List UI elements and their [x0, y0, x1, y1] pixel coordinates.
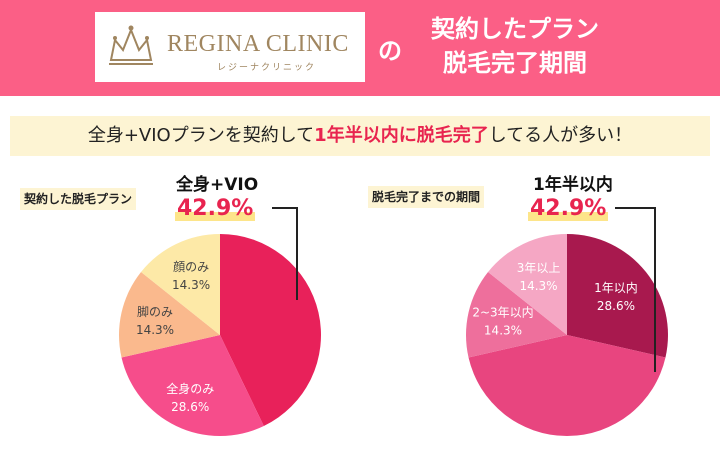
header-title-line2: 脱毛完了期間 — [443, 49, 587, 77]
header-band: REGINA CLINIC レジーナクリニック の 契約したプラン 脱毛完了期間 — [0, 0, 720, 96]
chart1-callout-label: 全身+VIO — [176, 175, 259, 195]
chart2-slice-2-value: 14.3% — [484, 323, 522, 337]
chart1-slice-1 — [121, 335, 264, 437]
chart1-slice-0 — [220, 234, 322, 426]
chart1-slice-1-label: 全身のみ — [166, 381, 214, 396]
chart2-slice-3-label: 3年以上 — [517, 261, 561, 275]
chart1-callout-percent: 42.9% — [174, 196, 256, 221]
chart1-title: 契約した脱毛プラン — [20, 188, 137, 210]
chart1-callout-leader — [272, 207, 298, 300]
chart2-title: 脱毛完了までの期間 — [368, 186, 485, 208]
chart2-callout-label: 1年半以内 — [533, 175, 613, 195]
chart2-slice-0-label: 1年以内 — [594, 281, 638, 295]
chart1-slice-3 — [141, 234, 220, 335]
chart2-callout-leader — [615, 207, 656, 372]
header-title: 契約したプラン 脱毛完了期間 — [412, 12, 618, 80]
banner-highlight: 1年半以内に脱毛完了 — [314, 125, 489, 146]
chart1-slice-2 — [119, 272, 220, 358]
chart2-slice-2 — [466, 272, 567, 358]
chart2-slice-3-value: 14.3% — [519, 279, 557, 293]
header-connector: の — [378, 37, 402, 65]
chart1-slice-3-label: 顔のみ — [173, 259, 209, 274]
chart1-slice-2-value: 14.3% — [136, 323, 174, 337]
clinic-logo: REGINA CLINIC レジーナクリニック — [95, 12, 365, 82]
banner-text-after: してる人が多い！ — [488, 125, 633, 146]
logo-kana: レジーナクリニック — [217, 63, 317, 73]
crown-icon — [109, 25, 153, 65]
chart1-slice-3-value: 14.3% — [172, 278, 210, 292]
chart2-slice-0-value: 28.6% — [597, 299, 635, 313]
chart2-callout-percent: 42.9% — [527, 196, 609, 221]
chart2-slice-3 — [488, 233, 567, 335]
banner-text-before: 全身+VIOプランを契約して — [87, 125, 315, 146]
chart1-slice-1-value: 28.6% — [171, 400, 209, 414]
header-title-line1: 契約したプラン — [431, 15, 599, 43]
chart2-slice-1 — [468, 335, 666, 436]
chart2-slice-2-label: 2~3年以内 — [472, 305, 533, 319]
logo-name: REGINA CLINIC — [167, 31, 349, 57]
chart2-slice-0 — [567, 234, 668, 358]
chart1-slice-2-label: 脚のみ — [137, 304, 173, 319]
summary-banner: 全身+VIOプランを契約して1年半以内に脱毛完了してる人が多い！ — [10, 116, 710, 156]
